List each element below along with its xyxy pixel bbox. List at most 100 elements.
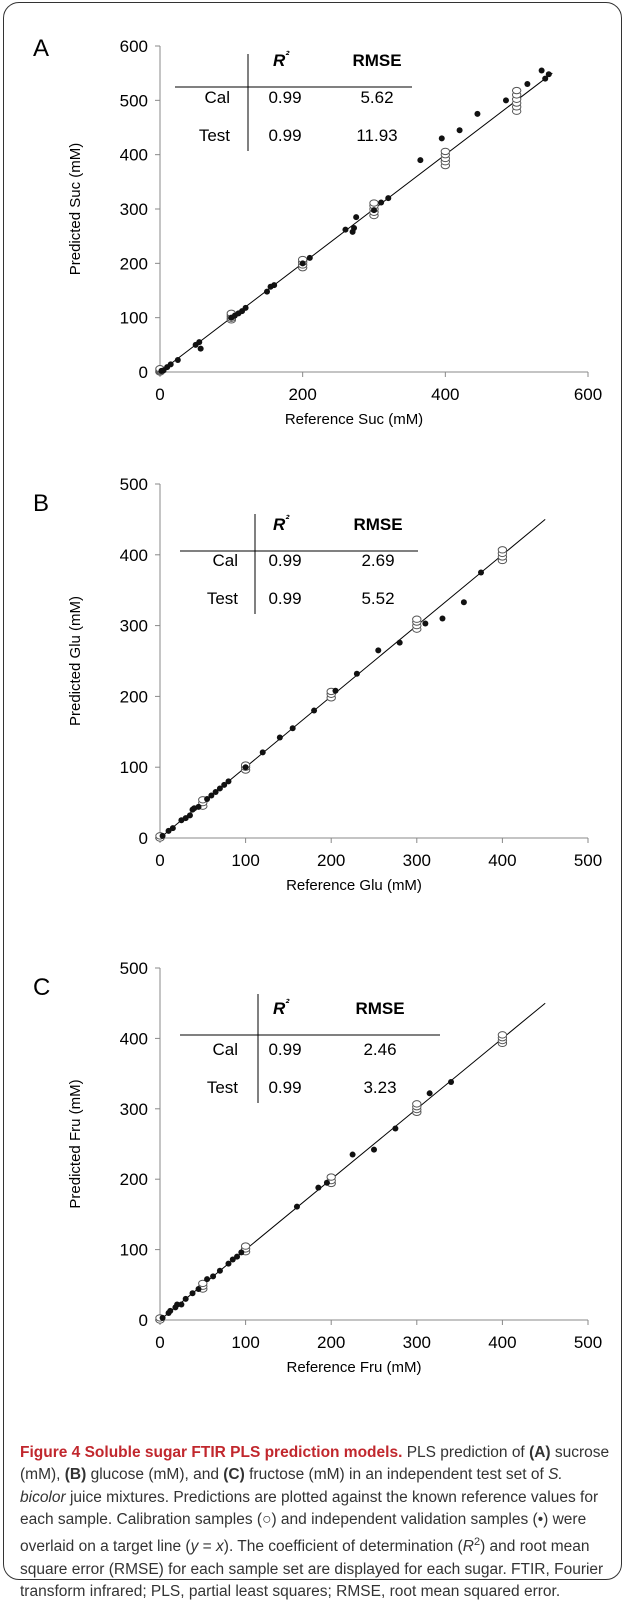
stats-row-rmse: 11.93: [356, 126, 397, 145]
validation-point: [195, 1286, 202, 1293]
figure-frame: [3, 2, 622, 1580]
caption-text: y: [190, 1538, 199, 1556]
validation-point: [289, 725, 296, 732]
figure-caption: Figure 4 Soluble sugar FTIR PLS predicti…: [20, 1442, 610, 1603]
validation-point: [478, 569, 484, 576]
stats-header-rmse: RMSE: [352, 51, 401, 70]
x-tick-label: 0: [155, 851, 164, 870]
panel-c: C 0 100 200 300 400 500 0 100 200 300 400 500 Referen…: [0, 948, 629, 1438]
validation-point: [271, 282, 278, 289]
calibration-point: [198, 1279, 208, 1288]
validation-point: [332, 687, 339, 694]
x-tick-label: 400: [431, 385, 459, 404]
panel-label: B: [33, 490, 49, 517]
y-tick-label: 500: [120, 91, 148, 110]
calibration-point: [497, 546, 508, 554]
validation-point: [189, 1290, 196, 1297]
caption-text: fructose (mM) in an independent test set…: [244, 1466, 549, 1484]
validation-point: [351, 225, 358, 232]
validation-point: [225, 1260, 232, 1267]
stats-row-rmse: 3.23: [363, 1078, 396, 1097]
validation-point: [264, 288, 270, 295]
x-tick-label: 300: [403, 851, 431, 870]
validation-point: [186, 812, 193, 819]
validation-point: [174, 1301, 181, 1308]
validation-point: [456, 127, 463, 134]
validation-point: [178, 1301, 185, 1308]
y-tick-label: 400: [120, 1029, 148, 1048]
validation-point: [167, 1307, 174, 1314]
y-tick-label: 200: [120, 254, 148, 273]
stats-row-set: Cal: [204, 88, 230, 107]
y-tick-label: 100: [120, 309, 148, 328]
validation-point: [353, 214, 360, 221]
y-tick-label: 0: [139, 1311, 148, 1330]
calibration-point: [497, 1031, 508, 1039]
caption-text: glucose (mM), and: [86, 1466, 224, 1484]
calibration-point: [326, 1173, 336, 1181]
stats-row-set: Test: [199, 126, 230, 145]
validation-point: [196, 339, 203, 346]
x-tick-label: 0: [155, 385, 164, 404]
validation-point: [375, 647, 382, 654]
validation-point: [371, 207, 377, 214]
validation-point: [276, 734, 283, 741]
validation-point: [542, 75, 549, 82]
stats-header-rmse: RMSE: [355, 999, 404, 1018]
validation-point: [210, 1273, 217, 1280]
validation-point: [448, 1079, 455, 1086]
validation-point: [212, 788, 219, 795]
caption-text: (C): [223, 1466, 245, 1484]
validation-point: [182, 815, 189, 822]
caption-text: =: [198, 1538, 217, 1556]
validation-point: [159, 832, 166, 839]
y-tick-label: 200: [120, 1170, 148, 1189]
validation-point: [371, 1146, 377, 1153]
stats-header-r2: R²: [273, 512, 290, 534]
validation-point: [169, 825, 176, 832]
stats-row-set: Test: [207, 589, 238, 608]
chart-c: C 0 100 200 300 400 500 0 100 200 300 400 500 Referen…: [33, 959, 602, 1376]
stats-row-r2: 0.99: [268, 551, 301, 570]
validation-point: [311, 707, 318, 714]
calibration-point: [440, 147, 451, 156]
validation-point: [208, 792, 215, 799]
caption-text: juice mixtures. Predictions are plotted …: [20, 1488, 599, 1556]
y-tick-label: 300: [120, 200, 148, 219]
y-axis-title: Predicted Glu (mM): [67, 596, 84, 726]
panel-b: B 0 100 200 300 400 500 0 100 200 300 400 500 Referen…: [0, 470, 629, 948]
y-tick-label: 400: [120, 546, 148, 565]
validation-point: [197, 345, 204, 352]
validation-point: [204, 1276, 211, 1283]
validation-point: [234, 1253, 241, 1260]
x-tick-label: 400: [488, 1333, 516, 1352]
validation-point: [204, 796, 211, 803]
validation-point: [221, 781, 228, 788]
caption-title: Figure 4 Soluble sugar FTIR PLS predicti…: [20, 1444, 403, 1461]
calibration-point: [412, 1100, 422, 1108]
validation-point: [524, 81, 531, 88]
x-axis-title: Reference Suc (mM): [285, 411, 423, 428]
y-tick-label: 300: [120, 1100, 148, 1119]
validation-point: [422, 620, 429, 627]
panel-label: C: [33, 974, 50, 1001]
validation-point: [259, 749, 266, 756]
validation-point: [474, 110, 481, 117]
stats-header-r2: R²: [273, 996, 290, 1018]
target-line: [159, 1002, 546, 1321]
panel-a: A 0 100 200 300 400 500 600 0 200 400 600 Reference …: [0, 0, 629, 470]
y-tick-label: 500: [120, 959, 148, 978]
calibration-point: [369, 199, 379, 207]
panel-label: A: [33, 35, 49, 62]
caption-text: x: [216, 1538, 224, 1556]
chart-b: B 0 100 200 300 400 500 0 100 200 300 400 500 Referen…: [33, 475, 602, 894]
y-axis-title: Predicted Fru (mM): [67, 1079, 84, 1208]
validation-point: [378, 199, 385, 206]
y-tick-label: 400: [120, 146, 148, 165]
validation-point: [385, 195, 392, 202]
stats-row-r2: 0.99: [268, 126, 301, 145]
validation-point: [306, 254, 313, 261]
x-axis-title: Reference Fru (mM): [286, 1359, 421, 1376]
x-tick-label: 600: [574, 385, 602, 404]
stats-row-set: Cal: [212, 1040, 238, 1059]
